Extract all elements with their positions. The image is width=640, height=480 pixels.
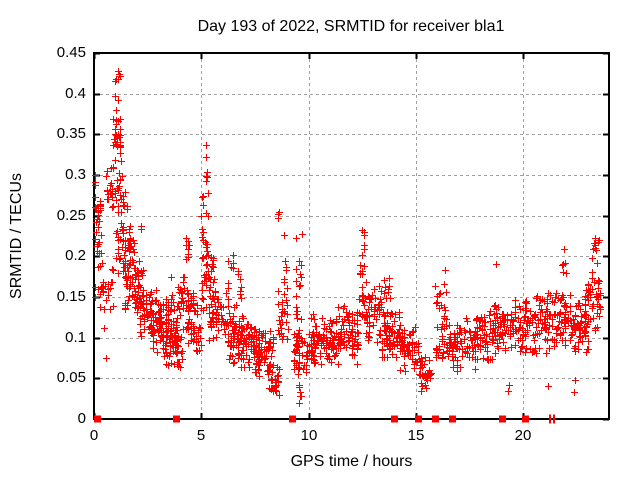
y-tick-label: 0 — [77, 410, 86, 427]
y-tick-label: 0.4 — [65, 85, 86, 102]
plot-title: Day 193 of 2022, SRMTID for receiver bla… — [197, 18, 505, 35]
x-tick-label: 15 — [407, 427, 425, 444]
x-axis-label: GPS time / hours — [290, 453, 413, 470]
gap-marker — [553, 414, 555, 424]
y-tick-label: 0.3 — [65, 166, 86, 183]
y-tick-label: 0.35 — [56, 125, 86, 142]
y-tick-label: 0.2 — [65, 247, 86, 264]
event-marker — [449, 415, 456, 423]
gap-marker — [549, 414, 551, 424]
event-marker — [391, 415, 398, 423]
plot-border — [93, 52, 610, 420]
x-tick-label: 5 — [196, 427, 206, 444]
event-marker — [432, 415, 439, 423]
event-marker — [415, 415, 422, 423]
event-markers — [94, 415, 529, 423]
y-tick-label: 0.05 — [56, 369, 86, 386]
x-tick-label: 20 — [514, 427, 532, 444]
y-tick-label: 0.15 — [56, 288, 86, 305]
scatter-points — [92, 68, 604, 407]
y-tick-label: 0.25 — [56, 207, 86, 224]
gap-markers — [549, 414, 555, 424]
event-marker — [289, 415, 296, 423]
x-tick-label: 0 — [89, 427, 99, 444]
x-tick-label: 10 — [300, 427, 318, 444]
event-marker — [499, 415, 506, 423]
grid-lines — [94, 53, 609, 419]
y-tick-label: 0.1 — [65, 329, 86, 346]
y-tick-label: 0.45 — [56, 44, 86, 61]
event-marker — [94, 415, 101, 423]
event-marker — [522, 415, 529, 423]
event-marker — [173, 415, 180, 423]
